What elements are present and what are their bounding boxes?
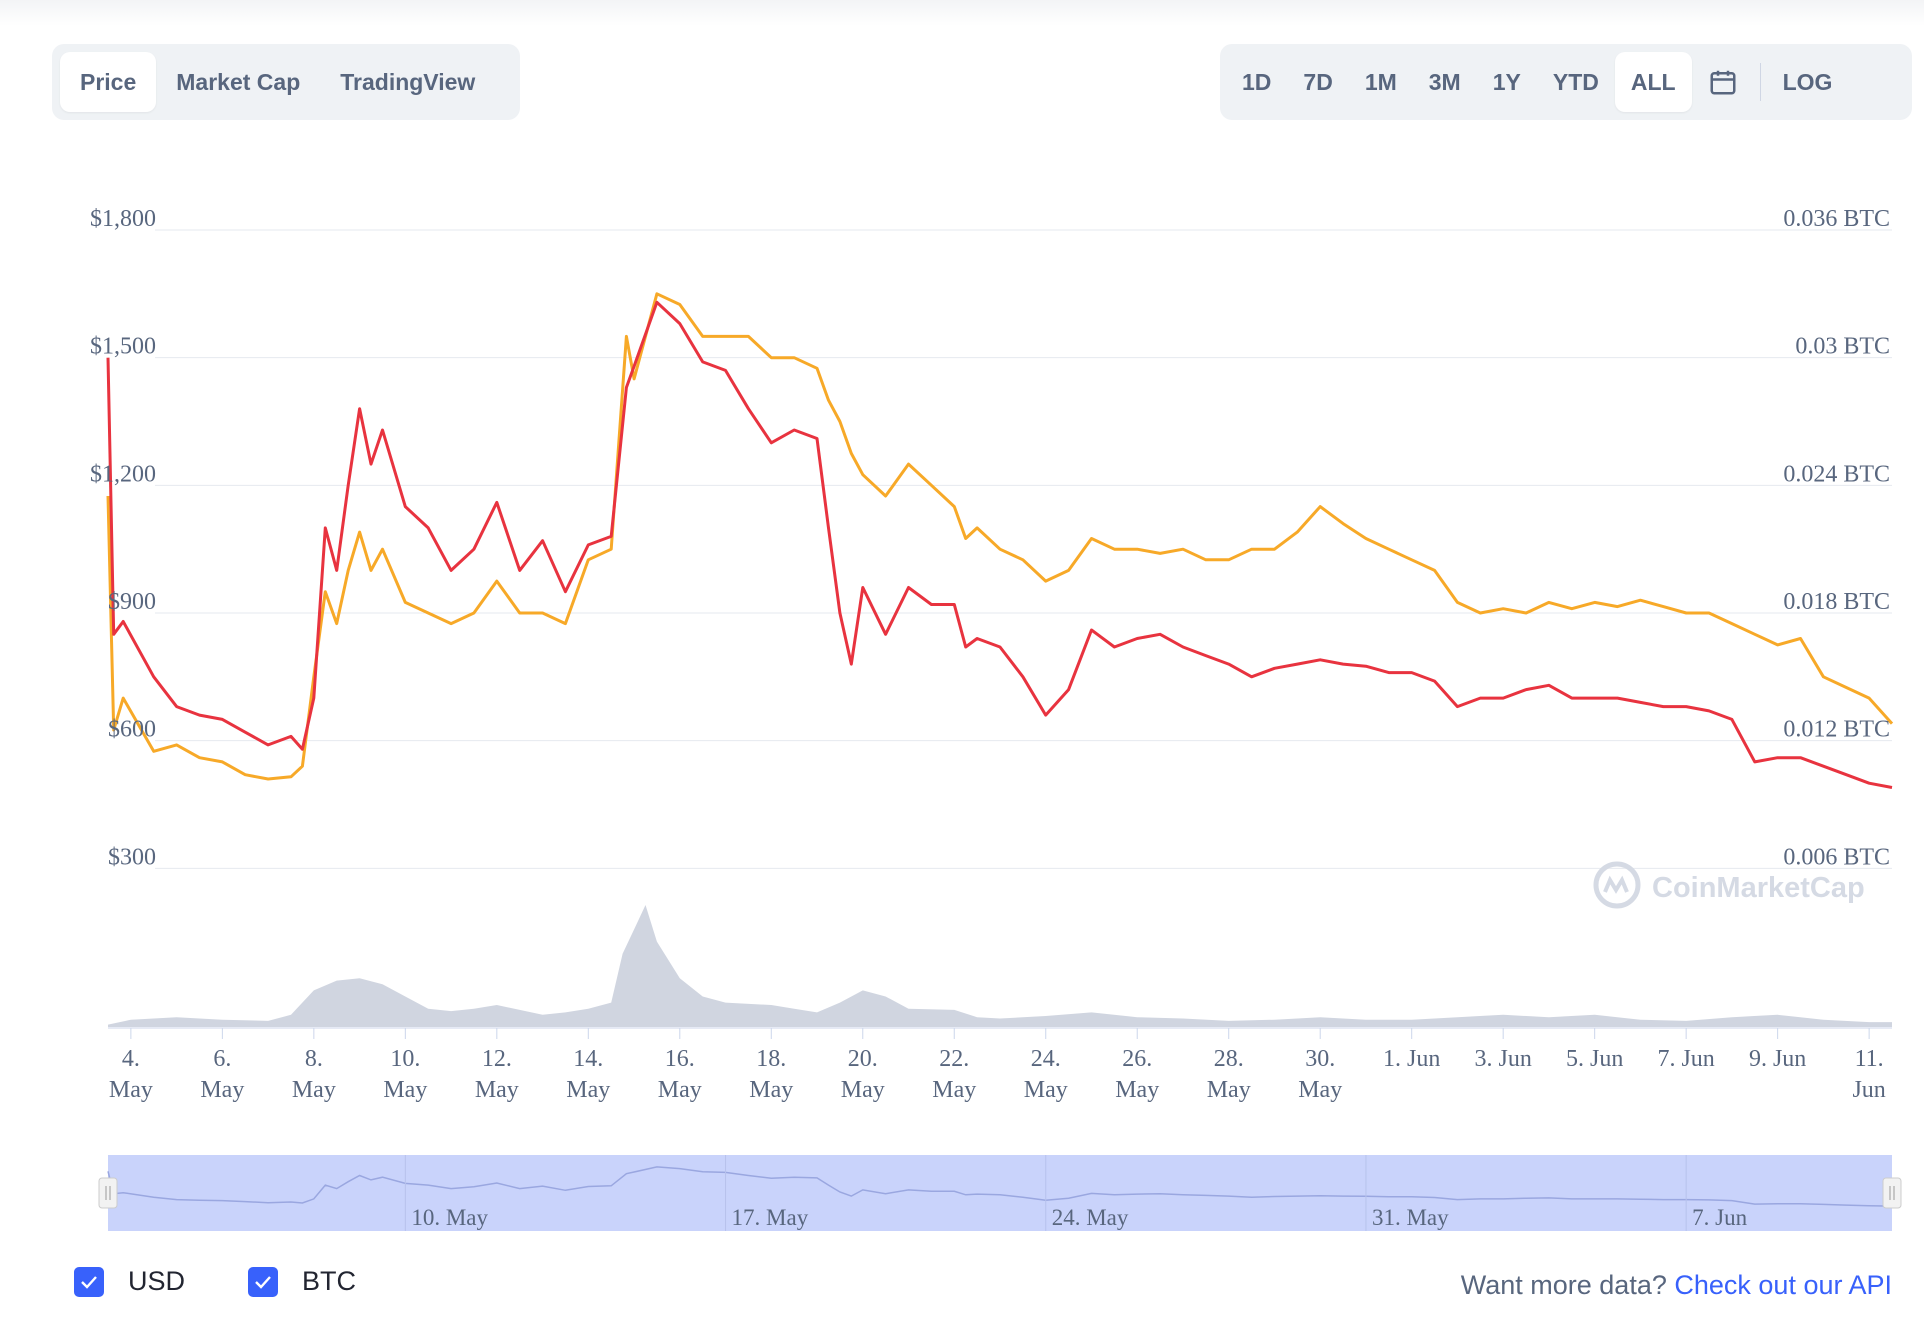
check-icon: [81, 1275, 97, 1289]
navigator-selection: [108, 1155, 1892, 1231]
x-tick-label: May: [383, 1077, 427, 1103]
range-ytd-button[interactable]: YTD: [1552, 68, 1599, 95]
navigator-tick-label: 17. May: [732, 1205, 809, 1230]
volume-bars: [108, 905, 1892, 1027]
x-tick-label: May: [932, 1077, 976, 1103]
x-tick-label: 16.: [665, 1046, 695, 1072]
navigator-series-line: [107, 1166, 1893, 1207]
legend-item-usd[interactable]: USD: [74, 1266, 185, 1297]
legend-label-btc: BTC: [302, 1266, 356, 1296]
range-1d-button[interactable]: 1D: [1242, 68, 1272, 95]
x-tick-label: 30.: [1305, 1046, 1335, 1072]
y-axis-right: 0.006 BTC 0.012 BTC 0.018 BTC 0.024 BTC 0.03…: [1783, 206, 1890, 870]
navigator-tick-label: 31. May: [1372, 1205, 1449, 1230]
navigator-tick-label: 24. May: [1052, 1205, 1129, 1230]
x-tick-label: 20.: [848, 1046, 878, 1072]
api-promo-text: Want more data?: [1460, 1270, 1667, 1300]
y-axis-left: $300 $600 $900 $1,200 $1,500 $1,800: [90, 206, 156, 870]
x-tick-label: 7. Jun: [1657, 1046, 1714, 1072]
x-tick-label: May: [292, 1077, 336, 1103]
check-icon: [255, 1275, 271, 1289]
y-right-tick-label: 0.018 BTC: [1783, 589, 1890, 615]
y-left-tick-label: $1,800: [90, 206, 156, 232]
y-left-tick-label: $1,200: [90, 461, 156, 487]
x-tick-label: May: [1298, 1077, 1342, 1103]
x-tick-label: 9. Jun: [1749, 1046, 1806, 1072]
x-tick-label: 22.: [939, 1046, 969, 1072]
x-tick-label: May: [109, 1077, 153, 1103]
navigator-tick-label: 10. May: [411, 1205, 488, 1230]
tab-tradingview[interactable]: TradingView: [340, 68, 476, 95]
coinmarketcap-logo-mark: [1603, 875, 1629, 894]
y-right-tick-label: 0.036 BTC: [1783, 206, 1890, 232]
x-tick-label: 1. Jun: [1383, 1046, 1440, 1072]
x-tick-label: May: [1207, 1077, 1251, 1103]
navigator-handle-left[interactable]: [98, 1177, 118, 1209]
usd-checkbox[interactable]: [74, 1266, 104, 1297]
log-scale-button[interactable]: LOG: [1782, 68, 1833, 95]
range-1m-button[interactable]: 1M: [1364, 68, 1397, 95]
range-1y-button[interactable]: 1Y: [1492, 68, 1521, 95]
navigator[interactable]: 10. May 17. May 24. May 31. May 7. Jun: [98, 1155, 1902, 1231]
series-line-btc: [106, 292, 1894, 781]
x-tick-label: May: [566, 1077, 610, 1103]
api-promo: Want more data? Check out our API: [1461, 1270, 1892, 1301]
x-tick-label: 11.: [1855, 1046, 1884, 1072]
date-picker-button[interactable]: [1692, 52, 1754, 112]
x-tick-label: 5. Jun: [1566, 1046, 1623, 1072]
x-tick-label: Jun: [1852, 1077, 1885, 1103]
btc-checkbox[interactable]: [248, 1266, 278, 1297]
x-tick-label: May: [658, 1077, 702, 1103]
x-tick-label: 14.: [573, 1046, 603, 1072]
x-tick-label: 28.: [1214, 1046, 1244, 1072]
x-tick-label: 24.: [1031, 1046, 1061, 1072]
x-tick-label: 6.: [213, 1046, 231, 1072]
x-tick-label: 26.: [1122, 1046, 1152, 1072]
x-tick-label: May: [475, 1077, 519, 1103]
grid-lines: [155, 229, 1892, 869]
x-tick-label: May: [841, 1077, 885, 1103]
time-range-selector: 1D 7D 1M 3M 1Y YTD ALL LOG: [1220, 44, 1912, 120]
tab-price[interactable]: Price: [60, 52, 157, 112]
navigator-tick-label: 7. Jun: [1692, 1205, 1747, 1230]
legend-item-btc[interactable]: BTC: [248, 1266, 356, 1297]
legend-label-usd: USD: [128, 1266, 186, 1296]
y-right-tick-label: 0.012 BTC: [1783, 717, 1890, 743]
range-3m-button[interactable]: 3M: [1428, 68, 1461, 95]
y-left-tick-label: $600: [108, 717, 156, 743]
watermark: CoinMarketCap: [1593, 861, 1865, 909]
navigator-handle-right[interactable]: [1882, 1177, 1902, 1209]
calendar-icon: [1710, 70, 1736, 95]
x-tick-label: 12.: [482, 1046, 512, 1072]
x-tick-label: May: [1115, 1077, 1159, 1103]
y-left-tick-label: $300: [108, 844, 156, 870]
volume-area: [108, 905, 1892, 1029]
range-7d-button[interactable]: 7D: [1303, 68, 1333, 95]
api-link[interactable]: Check out our API: [1674, 1270, 1892, 1300]
watermark-text: CoinMarketCap: [1652, 872, 1865, 904]
x-tick-label: 10.: [390, 1046, 420, 1072]
x-tick-label: May: [1024, 1077, 1068, 1103]
y-left-tick-label: $1,500: [90, 334, 156, 360]
series-lines: [106, 292, 1894, 789]
toolbar-divider: [1759, 63, 1761, 101]
x-tick-label: 18.: [756, 1046, 786, 1072]
x-tick-label: 4.: [122, 1046, 140, 1072]
tab-market-cap[interactable]: Market Cap: [176, 68, 301, 95]
y-right-tick-label: 0.024 BTC: [1783, 461, 1890, 487]
top-shadow: [0, 0, 1924, 26]
x-tick-label: 8.: [305, 1046, 323, 1072]
x-tick-label: 3. Jun: [1475, 1046, 1532, 1072]
series-line-usd: [106, 300, 1893, 789]
y-left-tick-label: $900: [108, 589, 156, 615]
y-right-tick-label: 0.03 BTC: [1795, 334, 1890, 360]
chart-type-tabs: Price Market Cap TradingView: [52, 44, 520, 120]
x-tick-label: May: [749, 1077, 793, 1103]
range-all-button[interactable]: ALL: [1614, 52, 1692, 112]
x-tick-label: May: [200, 1077, 244, 1103]
coinmarketcap-logo-icon: [1593, 861, 1641, 909]
x-axis: 4. May 6. May 8. May 10. May 12. May 14. May 16. May 1…: [109, 1028, 1886, 1103]
y-right-tick-label: 0.006 BTC: [1783, 844, 1890, 870]
